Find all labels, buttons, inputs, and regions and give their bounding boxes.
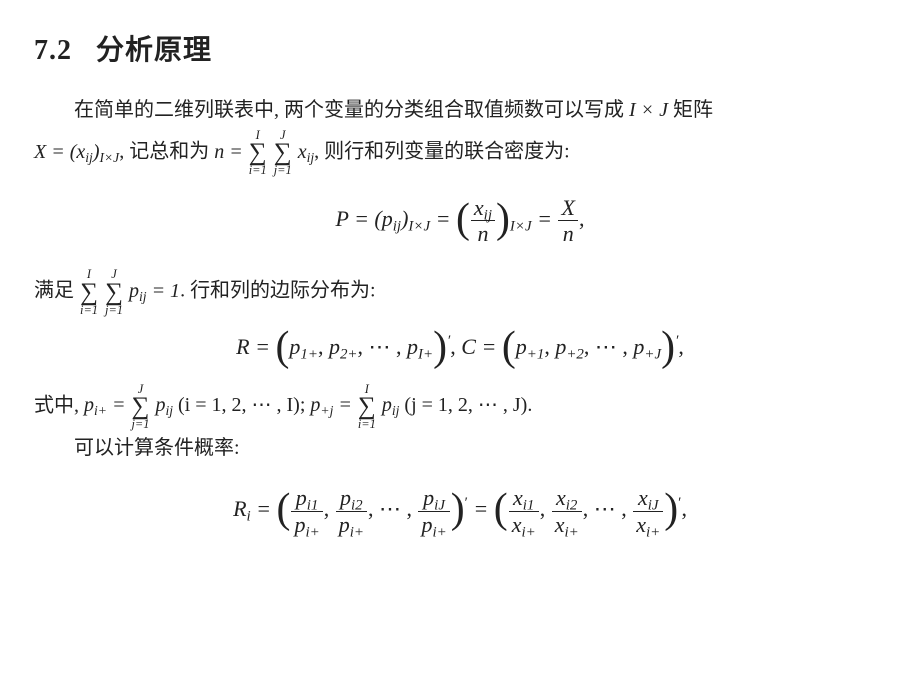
sum-j: J∑j=1: [274, 129, 292, 177]
display-eq-Ri: Ri = (pi1pi+, pi2pi+, ⋯ , piJpi+)′ = (xi…: [34, 485, 886, 537]
display-eq-P: P = (pij)I×J = (xijn)I×J = Xn,: [34, 195, 886, 247]
p3-text-a: 式中,: [34, 394, 84, 416]
p4-text: 可以计算条件概率:: [74, 437, 240, 459]
math-piplus-def: pi+ = J∑j=1 pij (i = 1, 2, ⋯ , I); p+j =…: [84, 394, 532, 416]
p1-text-a: 在简单的二维列联表中, 两个变量的分类组合取值频数可以写成: [74, 99, 629, 121]
section-heading: 7.2 分析原理: [34, 28, 886, 68]
math-X-def: X = (xij)I×J: [34, 141, 119, 163]
section-title: 分析原理: [96, 35, 212, 66]
p2-text-b: . 行和列的边际分布为:: [180, 280, 376, 302]
math-n-def: n = I∑i=1 J∑j=1 xij: [214, 141, 314, 163]
math-sum-pij-1: I∑i=1 J∑j=1 pij = 1: [79, 280, 180, 302]
section-number: 7.2: [34, 35, 72, 66]
p1-text-b: 矩阵: [668, 99, 713, 121]
math-IxJ: I × J: [629, 99, 668, 121]
paragraph-2: 满足 I∑i=1 J∑j=1 pij = 1. 行和列的边际分布为:: [34, 268, 886, 316]
p1-text-d: , 则行和列变量的联合密度为:: [314, 141, 570, 163]
paragraph-4: 可以计算条件概率:: [34, 430, 886, 467]
display-eq-RC: R = (p1+, p2+, ⋯ , pI+)′, C = (p+1, p+2,…: [34, 334, 886, 360]
paragraph-1: 在简单的二维列联表中, 两个变量的分类组合取值频数可以写成 I × J 矩阵: [34, 92, 886, 129]
frac-X-n: Xn: [558, 195, 577, 247]
sum-i: I∑i=1: [249, 129, 267, 177]
frac-xij-n: xijn: [471, 195, 495, 247]
p1-text-c: , 记总和为: [119, 141, 214, 163]
paragraph-1b: X = (xij)I×J, 记总和为 n = I∑i=1 J∑j=1 xij, …: [34, 129, 886, 177]
paragraph-3: 式中, pi+ = J∑j=1 pij (i = 1, 2, ⋯ , I); p…: [34, 383, 886, 431]
p2-text-a: 满足: [34, 280, 79, 302]
